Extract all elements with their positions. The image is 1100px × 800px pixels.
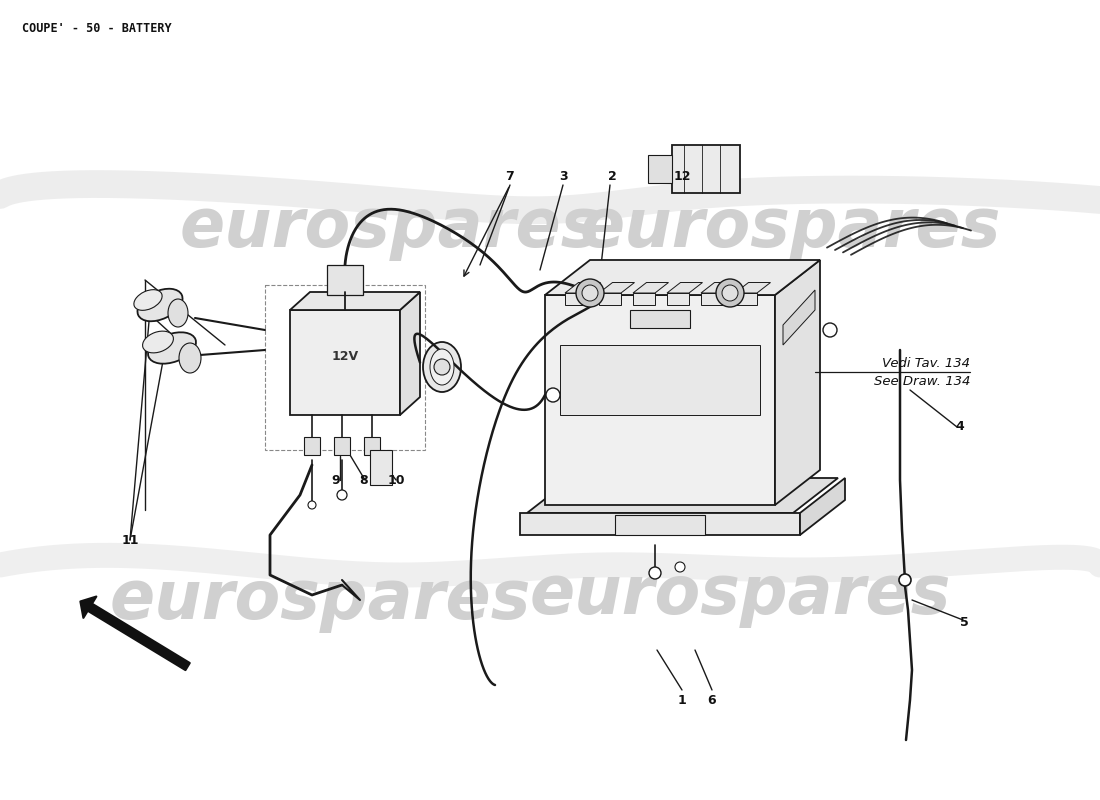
Ellipse shape — [168, 299, 188, 327]
Circle shape — [546, 388, 560, 402]
Polygon shape — [290, 292, 420, 310]
Text: 3: 3 — [559, 170, 568, 183]
Bar — [735, 293, 757, 305]
Circle shape — [649, 567, 661, 579]
Ellipse shape — [138, 289, 183, 322]
Text: eurospares: eurospares — [580, 195, 1001, 261]
Polygon shape — [735, 282, 770, 293]
Ellipse shape — [134, 290, 162, 310]
Polygon shape — [527, 478, 838, 513]
Bar — [560, 345, 760, 415]
Bar — [304, 437, 320, 455]
Polygon shape — [632, 282, 669, 293]
Bar — [364, 437, 380, 455]
Bar — [648, 155, 672, 183]
Circle shape — [899, 574, 911, 586]
Text: 1: 1 — [678, 694, 686, 706]
Circle shape — [722, 285, 738, 301]
Text: 11: 11 — [121, 534, 139, 546]
Polygon shape — [701, 282, 737, 293]
Text: See Draw. 134: See Draw. 134 — [873, 375, 970, 388]
Ellipse shape — [179, 343, 201, 373]
Text: 12V: 12V — [331, 350, 359, 363]
Text: eurospares: eurospares — [109, 567, 530, 633]
Circle shape — [716, 279, 744, 307]
Circle shape — [675, 562, 685, 572]
Polygon shape — [565, 282, 601, 293]
Bar — [334, 437, 350, 455]
Polygon shape — [783, 290, 815, 345]
Polygon shape — [800, 478, 845, 535]
Circle shape — [434, 359, 450, 375]
Circle shape — [337, 490, 346, 500]
Ellipse shape — [424, 342, 461, 392]
Bar — [327, 265, 363, 295]
Bar — [600, 293, 621, 305]
Circle shape — [308, 501, 316, 509]
Polygon shape — [667, 282, 703, 293]
Polygon shape — [400, 292, 420, 415]
Bar — [565, 293, 587, 305]
Text: eurospares: eurospares — [529, 562, 950, 628]
Text: 6: 6 — [707, 694, 716, 706]
Text: 12: 12 — [673, 170, 691, 183]
Text: eurospares: eurospares — [179, 195, 601, 261]
Polygon shape — [600, 282, 635, 293]
Text: 4: 4 — [956, 421, 965, 434]
Bar — [544, 295, 776, 505]
Bar — [630, 310, 690, 328]
Bar — [701, 293, 723, 305]
Polygon shape — [544, 260, 820, 295]
Bar — [615, 515, 705, 535]
Circle shape — [576, 279, 604, 307]
Text: 2: 2 — [607, 170, 616, 183]
Bar — [265, 285, 425, 450]
Bar — [290, 310, 400, 415]
Text: COUPE' - 50 - BATTERY: COUPE' - 50 - BATTERY — [22, 22, 172, 35]
Ellipse shape — [430, 349, 454, 385]
Circle shape — [823, 323, 837, 337]
Polygon shape — [520, 513, 800, 535]
Text: Vedi Tav. 134: Vedi Tav. 134 — [882, 357, 970, 370]
Circle shape — [582, 285, 598, 301]
Text: 8: 8 — [360, 474, 368, 486]
Bar — [370, 450, 392, 485]
Text: 7: 7 — [506, 170, 515, 183]
Ellipse shape — [148, 332, 196, 364]
Text: 9: 9 — [332, 474, 340, 486]
Bar — [672, 145, 740, 193]
Bar — [632, 293, 654, 305]
Ellipse shape — [143, 331, 174, 353]
Bar — [667, 293, 689, 305]
Text: 10: 10 — [387, 474, 405, 486]
Text: 5: 5 — [959, 615, 968, 629]
Polygon shape — [776, 260, 820, 505]
